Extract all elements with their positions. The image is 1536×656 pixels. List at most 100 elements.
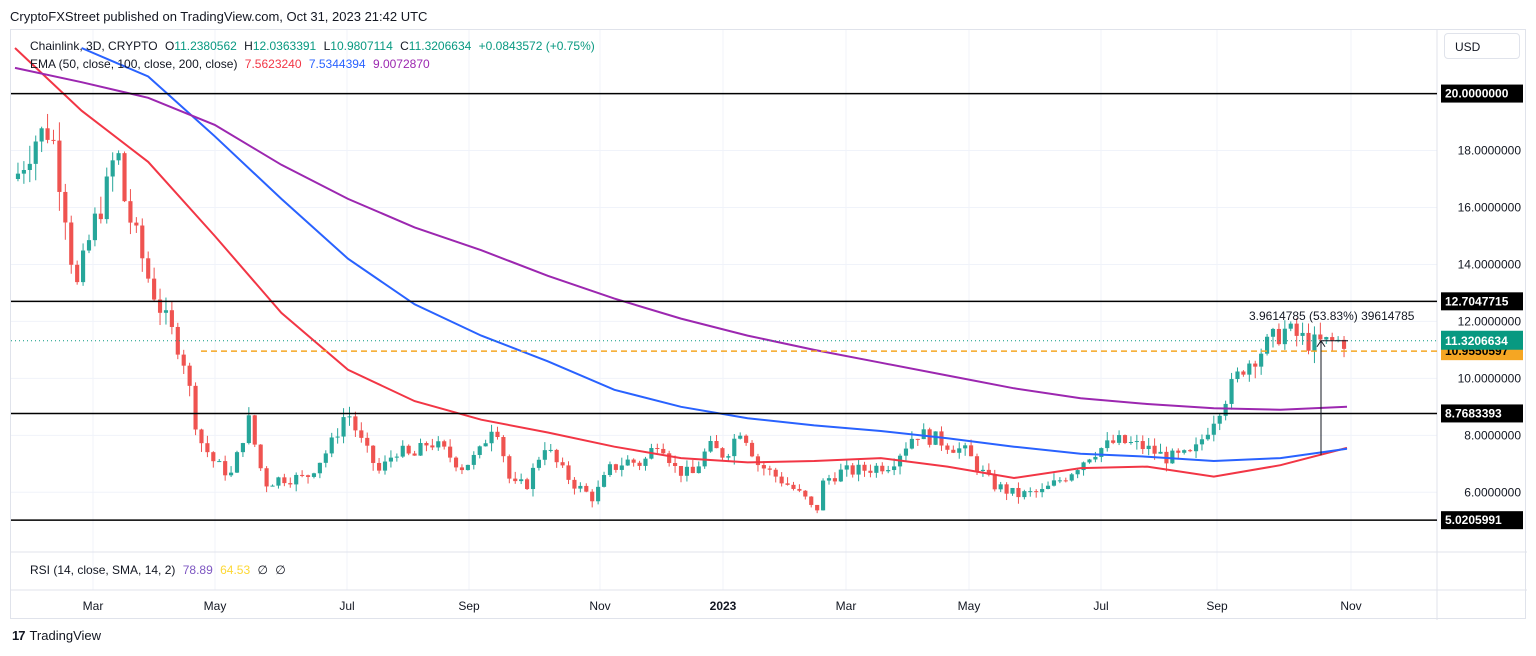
rsi-legend: RSI (14, close, SMA, 14, 2) 78.89 64.53 … [30, 563, 290, 577]
y-tick-label: 18.0000000 [1458, 144, 1522, 158]
candle-body [217, 461, 222, 463]
currency-button[interactable]: USD [1444, 33, 1520, 59]
ema100-line [81, 47, 1348, 463]
candle-body [690, 466, 695, 474]
candle-body [1306, 332, 1311, 351]
candle-body [803, 490, 808, 497]
candle-body [874, 465, 879, 473]
candle-body [631, 459, 636, 463]
candle-body [116, 153, 121, 161]
candle-body [880, 465, 885, 472]
candle-body [850, 465, 855, 475]
candle-body [294, 474, 299, 485]
x-tick-label: May [204, 599, 227, 613]
tradingview-mark-icon: 17 [12, 628, 26, 643]
x-tick-label: Sep [1206, 599, 1228, 613]
candle-body [412, 453, 417, 456]
chart-frame[interactable]: Mar May Jul Sep Nov 2023 Mar May Jul Sep Nov 20.000… [10, 29, 1527, 620]
candle-body [128, 201, 133, 223]
measure-arrow-icon [1316, 339, 1326, 348]
candle-body [1170, 450, 1175, 464]
candle-body [39, 128, 44, 142]
level-price-tag [1441, 511, 1523, 530]
candle-body [1099, 448, 1104, 457]
candle-body [720, 448, 725, 458]
candle-body [667, 453, 672, 463]
high-label: H12.0363391 [244, 39, 317, 53]
candle-body [388, 457, 393, 462]
candle-body [1063, 480, 1068, 482]
candle-body [51, 139, 56, 141]
candle-body [566, 465, 571, 480]
x-tick-label: May [958, 599, 981, 613]
candle-body [229, 472, 234, 476]
candle-body [495, 431, 500, 438]
candle-body [779, 476, 784, 484]
symbol-label: Chainlink, 3D, CRYPTO [30, 39, 158, 53]
ema-title: EMA (50, close, 100, close, 200, close) [30, 57, 238, 71]
candle-body [341, 417, 346, 437]
candle-body [86, 240, 92, 251]
tradingview-logo[interactable]: 17 TradingView [12, 628, 101, 643]
candle-body [1152, 445, 1157, 454]
published-header: CryptoFXStreet published on TradingView.… [10, 9, 428, 24]
candle-body [1158, 451, 1163, 454]
candle-body [104, 176, 109, 220]
candle-body [767, 468, 772, 470]
candle-body [406, 445, 411, 454]
candle-body [1276, 328, 1281, 345]
candle-body [252, 415, 257, 445]
candle-body [761, 465, 766, 469]
low-value: 10.9807114 [330, 39, 393, 53]
candle-body [554, 449, 559, 463]
candle-body [548, 449, 553, 451]
y-tick-label: 12.0000000 [1458, 314, 1522, 328]
x-tick-label: Nov [1340, 599, 1361, 613]
candle-body [1075, 470, 1080, 475]
candle-body [578, 485, 583, 489]
candle-body [584, 485, 589, 492]
candle-body [1188, 450, 1193, 452]
rsi-extra-1: ∅ [257, 563, 268, 577]
candle-body [329, 437, 334, 454]
candle-body [15, 173, 21, 180]
candle-body [625, 459, 630, 466]
candle-body [678, 465, 684, 476]
candle-body [75, 264, 80, 283]
price-chart[interactable]: Mar May Jul Sep Nov 2023 Mar May Jul Sep Nov 20.000… [11, 30, 1527, 620]
y-tick-label: 16.0000000 [1458, 200, 1522, 214]
candle-body [815, 504, 820, 511]
candle-body [886, 470, 891, 472]
candle-body [1004, 484, 1009, 494]
open-label: O11.2380562 [164, 39, 237, 53]
candle-body [258, 444, 263, 469]
candle-body [1134, 441, 1139, 443]
candle-body [643, 458, 648, 466]
candle-body [1176, 450, 1181, 453]
candle-body [749, 442, 755, 457]
candle-body [655, 448, 660, 450]
candle-body [1253, 363, 1258, 367]
candle-body [1034, 491, 1039, 493]
candle-body [453, 457, 459, 468]
candle-body [323, 453, 328, 463]
candle-body [708, 440, 713, 452]
y-tick-label: 14.0000000 [1458, 257, 1522, 271]
ema50-value: 7.5623240 [244, 57, 302, 71]
candle-body [513, 478, 518, 482]
candle-body [1211, 423, 1216, 435]
x-tick-label: Jul [1093, 599, 1108, 613]
ema100-value: 7.5344394 [308, 57, 366, 71]
candle-body [791, 484, 796, 489]
ema50-line [14, 47, 1348, 480]
candle-body [1300, 332, 1305, 336]
candle-body [785, 483, 790, 485]
candle-body [1235, 371, 1240, 380]
candle-body [1028, 491, 1033, 493]
candle-body [1010, 487, 1015, 494]
candle-body [377, 462, 382, 471]
candle-body [400, 445, 405, 457]
candle-body [1312, 334, 1317, 351]
candle-body [726, 456, 731, 458]
candle-body [986, 469, 991, 475]
